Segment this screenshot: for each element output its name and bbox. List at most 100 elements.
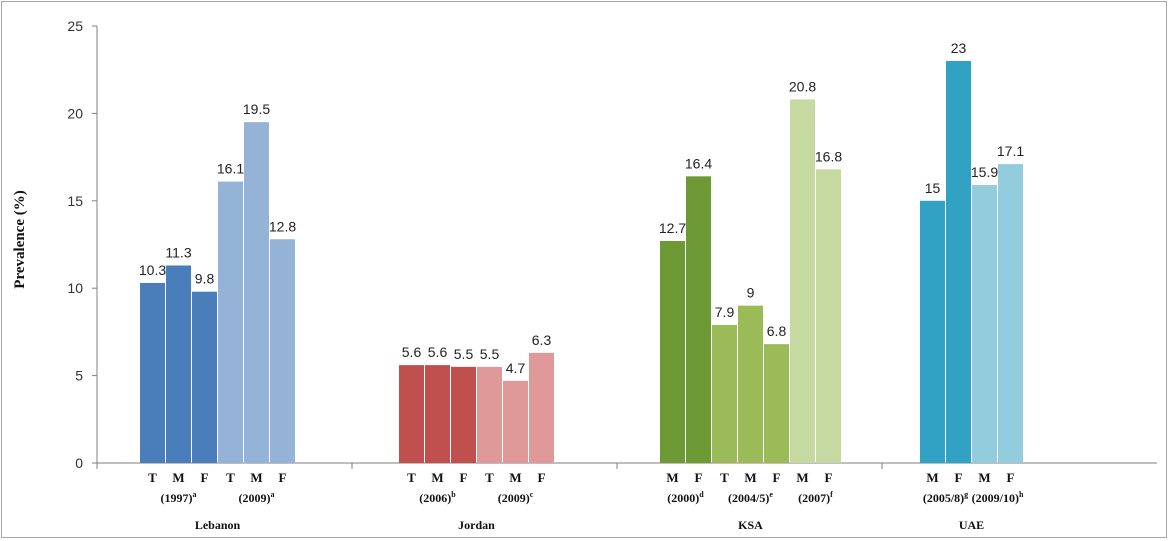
bar-category-label: F (955, 470, 963, 485)
bar-category-label: M (926, 470, 938, 485)
bar (503, 380, 528, 463)
study-year-label: (2004/5)e (728, 490, 773, 505)
bar-category-label: F (538, 470, 546, 485)
study-year-label: (2009/10)h (972, 490, 1024, 505)
bar (998, 164, 1023, 464)
study-year: (2004/5) (728, 491, 769, 505)
bar (529, 352, 554, 463)
study-year: (2007) (798, 491, 830, 505)
bar-category-label: T (720, 470, 729, 485)
study-reference: c (530, 490, 534, 499)
bar-value-label: 11.3 (165, 244, 191, 260)
bar-value-label: 15.9 (971, 164, 998, 180)
bar-category-label: T (226, 470, 235, 485)
y-tick-label: 10 (67, 280, 83, 296)
bar (790, 99, 815, 463)
bar-value-label: 5.5 (454, 346, 474, 362)
study-reference: g (964, 490, 968, 499)
bar-value-label: 9.8 (195, 271, 215, 287)
bar-value-label: 6.3 (532, 332, 552, 348)
study-reference: a (193, 490, 197, 499)
bar-category-label: M (978, 470, 990, 485)
bar (816, 169, 841, 463)
bar (660, 241, 685, 463)
bar-value-label: 20.8 (789, 78, 816, 94)
study-year: (2000) (667, 491, 699, 505)
bar (946, 60, 971, 464)
bar-value-label: 12.8 (269, 218, 296, 234)
study-reference: d (699, 490, 704, 499)
bar-value-label: 9 (747, 285, 755, 301)
study-year-label: (2009)c (498, 490, 534, 505)
country-label: Jordan (458, 518, 495, 532)
country-label: KSA (738, 518, 763, 532)
bar (192, 291, 217, 463)
country-label: Lebanon (195, 518, 241, 532)
bar (399, 365, 424, 463)
study-year-label: (2009)a (239, 490, 275, 505)
bar-category-label: M (250, 470, 262, 485)
y-tick-label: 5 (75, 368, 83, 384)
bar-value-label: 4.7 (506, 360, 526, 376)
study-year: (2009/10) (972, 491, 1019, 505)
bar-category-label: M (796, 470, 808, 485)
bar-category-label: M (509, 470, 521, 485)
study-year-label: (2000)d (667, 490, 704, 505)
bar-category-label: F (825, 470, 833, 485)
study-year-label: (1997)a (161, 490, 197, 505)
bar-category-label: M (666, 470, 678, 485)
bar-category-label: T (485, 470, 494, 485)
study-year-label: (2007)f (798, 490, 833, 505)
study-year: (2009) (498, 491, 530, 505)
y-tick-label: 25 (67, 18, 83, 34)
bar-category-label: F (460, 470, 468, 485)
bar-value-label: 12.7 (659, 220, 686, 236)
bar-value-label: 23 (951, 40, 967, 56)
bar-value-label: 16.4 (685, 155, 712, 171)
country-label: UAE (959, 518, 984, 532)
bar-value-label: 17.1 (997, 143, 1024, 159)
bar (920, 200, 945, 464)
bar (764, 344, 789, 463)
study-year-label: (2005/8)g (923, 490, 968, 505)
bar (712, 324, 737, 463)
bar-category-label: T (407, 470, 416, 485)
bar-category-label: F (1007, 470, 1015, 485)
bar-value-label: 5.5 (480, 346, 500, 362)
bar-value-label: 16.1 (217, 161, 244, 177)
bar-category-label: M (431, 470, 443, 485)
bar-category-label: T (148, 470, 157, 485)
study-reference: a (271, 490, 275, 499)
bar (140, 282, 165, 463)
bar (218, 181, 243, 463)
bar-category-label: F (279, 470, 287, 485)
bar (477, 366, 502, 463)
study-year-label: (2006)b (419, 490, 456, 505)
study-reference: b (451, 490, 456, 499)
bar-value-label: 7.9 (715, 304, 735, 320)
bar-value-label: 19.5 (243, 101, 270, 117)
bar (738, 305, 763, 463)
y-tick-label: 0 (75, 455, 83, 471)
bar (166, 265, 191, 463)
study-year: (1997) (161, 491, 193, 505)
bar (270, 239, 295, 463)
bar-value-label: 6.8 (767, 323, 787, 339)
study-year: (2006) (419, 491, 451, 505)
study-reference: e (769, 490, 773, 499)
bar-value-label: 5.6 (428, 344, 448, 360)
study-year: (2005/8) (923, 491, 964, 505)
study-reference: f (830, 490, 833, 499)
bar (244, 122, 269, 463)
bar (972, 185, 997, 463)
bar (425, 365, 450, 463)
bar-value-label: 15 (925, 180, 941, 196)
bar-value-label: 16.8 (815, 148, 842, 164)
bar-category-label: M (172, 470, 184, 485)
y-tick-label: 20 (67, 105, 83, 121)
bar-category-label: M (744, 470, 756, 485)
bar (686, 176, 711, 463)
bar-value-label: 10.3 (139, 262, 166, 278)
